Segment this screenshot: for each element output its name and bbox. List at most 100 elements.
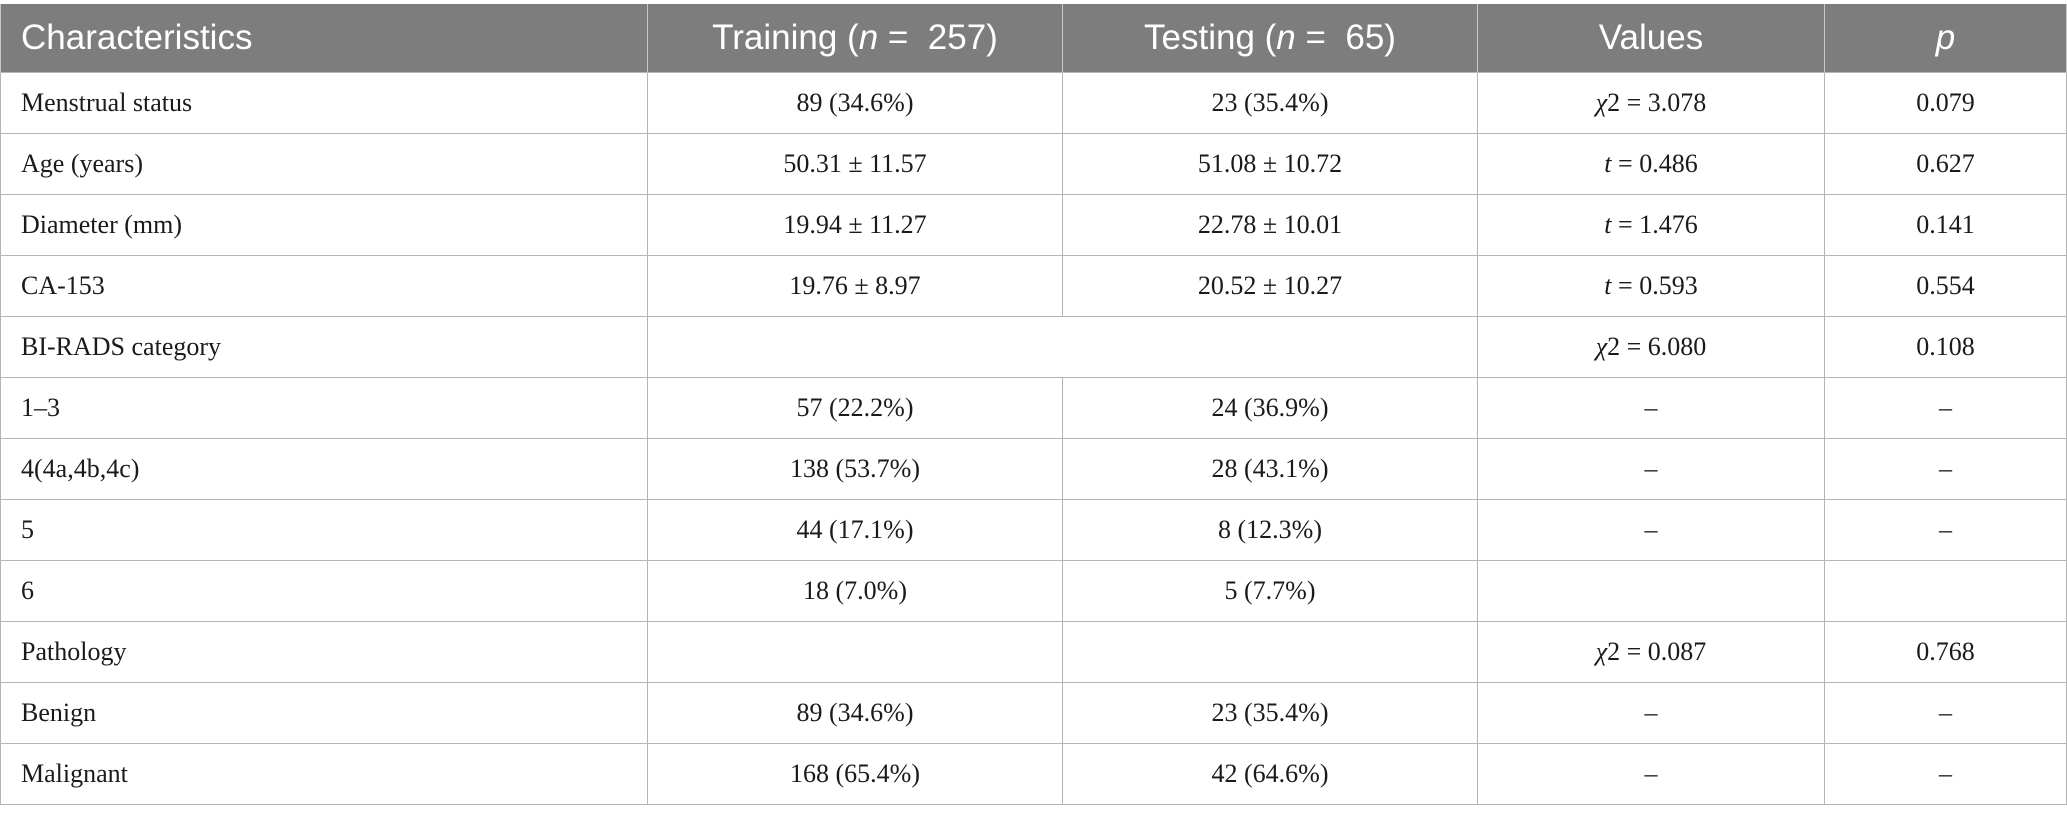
- testing-value: 24 (36.9%): [1062, 377, 1478, 439]
- stat-value: = 0.593: [1611, 271, 1698, 300]
- stat-value-cell: χ2 = 0.087: [1477, 621, 1825, 683]
- header-training-suffix: = 257): [878, 18, 998, 57]
- p-value: –: [1824, 499, 2067, 561]
- stat-value-cell: –: [1477, 499, 1825, 561]
- stat-symbol: t: [1604, 149, 1612, 178]
- testing-value: 51.08 ± 10.72: [1062, 133, 1478, 195]
- p-value: 0.768: [1824, 621, 2067, 683]
- table-row: CA-153 19.76 ± 8.97 20.52 ± 10.27 t = 0.…: [0, 255, 2067, 317]
- testing-value: 23 (35.4%): [1062, 682, 1478, 744]
- stat-value-cell: t = 0.593: [1477, 255, 1825, 317]
- table-row: Menstrual status 89 (34.6%) 23 (35.4%) χ…: [0, 72, 2067, 134]
- header-testing-prefix: Testing (: [1144, 18, 1277, 57]
- testing-value: [1062, 621, 1478, 683]
- testing-value: 22.78 ± 10.01: [1062, 194, 1478, 256]
- testing-value: 42 (64.6%): [1062, 743, 1478, 805]
- stat-symbol: χ: [1595, 637, 1608, 666]
- stat-value-cell: [1477, 560, 1825, 622]
- table-row: Pathology χ2 = 0.087 0.768: [0, 621, 2067, 683]
- table-row: Diameter (mm) 19.94 ± 11.27 22.78 ± 10.0…: [0, 194, 2067, 256]
- header-row: Characteristics Training (n = 257) Testi…: [0, 4, 2067, 73]
- row-label: BI-RADS category: [0, 316, 648, 378]
- stat-symbol: t: [1604, 271, 1612, 300]
- merged-empty-cell: [647, 316, 1478, 378]
- header-p-text: p: [1935, 18, 1956, 57]
- stat-symbol: χ: [1595, 332, 1608, 361]
- row-label: Benign: [0, 682, 648, 744]
- training-value: 50.31 ± 11.57: [647, 133, 1063, 195]
- testing-value: 20.52 ± 10.27: [1062, 255, 1478, 317]
- testing-value: 23 (35.4%): [1062, 72, 1478, 134]
- training-value: [647, 621, 1063, 683]
- table-row: BI-RADS category χ2 = 6.080 0.108: [0, 316, 2067, 378]
- header-characteristics: Characteristics: [0, 4, 648, 73]
- table-row: 6 18 (7.0%) 5 (7.7%): [0, 560, 2067, 622]
- stat-symbol: χ: [1595, 88, 1608, 117]
- p-value: –: [1824, 743, 2067, 805]
- p-value: –: [1824, 438, 2067, 500]
- stat-value-cell: –: [1477, 377, 1825, 439]
- training-value: 57 (22.2%): [647, 377, 1063, 439]
- stat-value: = 1.476: [1611, 210, 1698, 239]
- row-label: CA-153: [0, 255, 648, 317]
- p-value: 0.627: [1824, 133, 2067, 195]
- p-value: –: [1824, 377, 2067, 439]
- table-header: Characteristics Training (n = 257) Testi…: [0, 4, 2067, 73]
- row-label: Pathology: [0, 621, 648, 683]
- training-value: 89 (34.6%): [647, 72, 1063, 134]
- table-row: Benign 89 (34.6%) 23 (35.4%) – –: [0, 682, 2067, 744]
- row-label: 5: [0, 499, 648, 561]
- stat-symbol: t: [1604, 210, 1612, 239]
- header-training-n: n: [858, 18, 879, 57]
- stat-value: 2 = 3.078: [1607, 88, 1707, 117]
- row-label: Menstrual status: [0, 72, 648, 134]
- p-value: 0.141: [1824, 194, 2067, 256]
- table-row: 1–3 57 (22.2%) 24 (36.9%) – –: [0, 377, 2067, 439]
- stat-value: 2 = 6.080: [1607, 332, 1707, 361]
- training-value: 18 (7.0%): [647, 560, 1063, 622]
- row-label: 1–3: [0, 377, 648, 439]
- stat-value-cell: χ2 = 6.080: [1477, 316, 1825, 378]
- header-values-text: Values: [1598, 18, 1704, 57]
- p-value: 0.108: [1824, 316, 2067, 378]
- training-value: 44 (17.1%): [647, 499, 1063, 561]
- p-value: 0.079: [1824, 72, 2067, 134]
- table-row: Age (years) 50.31 ± 11.57 51.08 ± 10.72 …: [0, 133, 2067, 195]
- training-value: 168 (65.4%): [647, 743, 1063, 805]
- header-testing-suffix: = 65): [1295, 18, 1396, 57]
- header-training-prefix: Training (: [712, 18, 859, 57]
- stat-value-cell: –: [1477, 743, 1825, 805]
- stat-value-cell: –: [1477, 438, 1825, 500]
- stat-value-cell: χ2 = 3.078: [1477, 72, 1825, 134]
- table-row: 5 44 (17.1%) 8 (12.3%) – –: [0, 499, 2067, 561]
- p-value: 0.554: [1824, 255, 2067, 317]
- stat-value-cell: t = 1.476: [1477, 194, 1825, 256]
- p-value: –: [1824, 682, 2067, 744]
- header-testing: Testing (n = 65): [1062, 4, 1478, 73]
- testing-value: 28 (43.1%): [1062, 438, 1478, 500]
- header-characteristics-text: Characteristics: [21, 18, 253, 57]
- training-value: 19.76 ± 8.97: [647, 255, 1063, 317]
- testing-value: 8 (12.3%): [1062, 499, 1478, 561]
- training-value: 89 (34.6%): [647, 682, 1063, 744]
- row-label: 4(4a,4b,4c): [0, 438, 648, 500]
- table-row: Malignant 168 (65.4%) 42 (64.6%) – –: [0, 743, 2067, 805]
- row-label: 6: [0, 560, 648, 622]
- p-value: [1824, 560, 2067, 622]
- stat-value: = 0.486: [1611, 149, 1698, 178]
- header-values: Values: [1477, 4, 1825, 73]
- training-value: 138 (53.7%): [647, 438, 1063, 500]
- header-testing-n: n: [1276, 18, 1296, 57]
- table-row: 4(4a,4b,4c) 138 (53.7%) 28 (43.1%) – –: [0, 438, 2067, 500]
- row-label: Diameter (mm): [0, 194, 648, 256]
- row-label: Age (years): [0, 133, 648, 195]
- row-label: Malignant: [0, 743, 648, 805]
- header-p: p: [1824, 4, 2067, 73]
- testing-value: 5 (7.7%): [1062, 560, 1478, 622]
- stat-value-cell: –: [1477, 682, 1825, 744]
- header-training: Training (n = 257): [647, 4, 1063, 73]
- table-body: Menstrual status 89 (34.6%) 23 (35.4%) χ…: [0, 72, 2067, 805]
- stat-value: 2 = 0.087: [1607, 637, 1707, 666]
- characteristics-table: Characteristics Training (n = 257) Testi…: [0, 4, 2067, 805]
- training-value: 19.94 ± 11.27: [647, 194, 1063, 256]
